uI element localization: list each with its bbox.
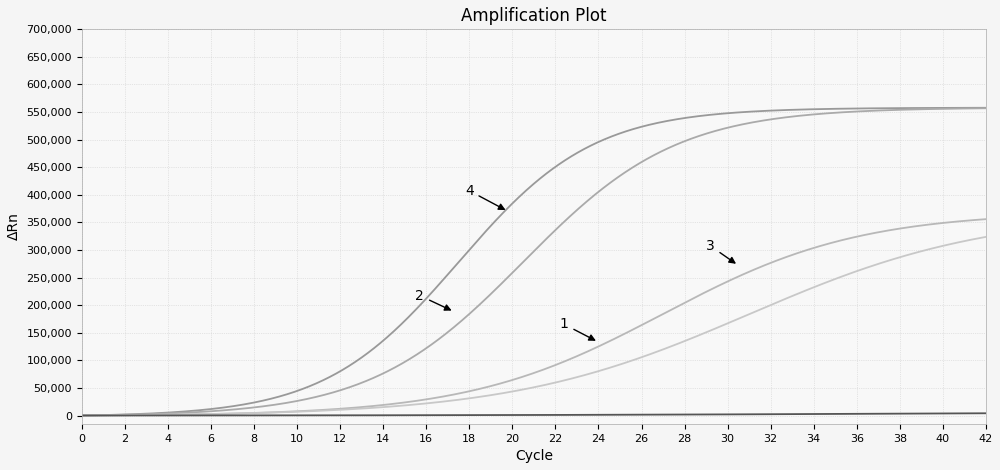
Text: 2: 2 bbox=[415, 289, 450, 310]
Text: 4: 4 bbox=[465, 184, 504, 209]
Text: 1: 1 bbox=[560, 317, 595, 340]
Y-axis label: ΔRn: ΔRn bbox=[7, 212, 21, 241]
Text: 3: 3 bbox=[706, 239, 735, 263]
Title: Amplification Plot: Amplification Plot bbox=[461, 7, 607, 25]
X-axis label: Cycle: Cycle bbox=[515, 449, 553, 463]
